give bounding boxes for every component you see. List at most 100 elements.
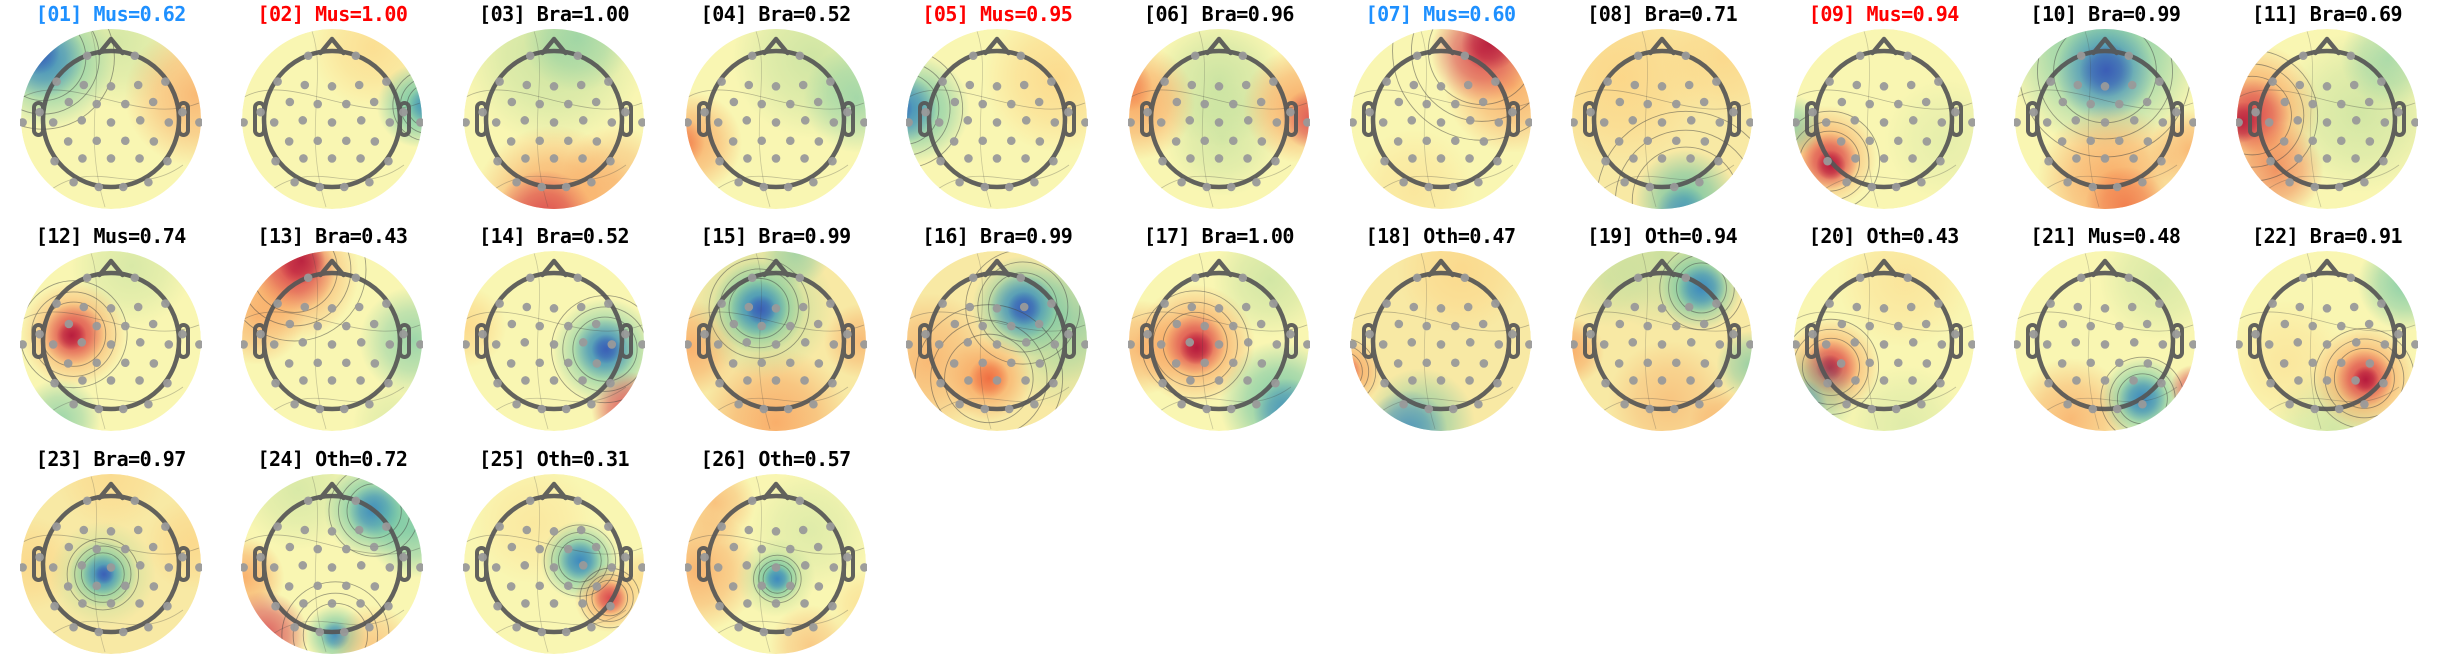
component-panel[interactable]: [13] Bra=0.43 xyxy=(222,222,444,444)
component-panel[interactable]: [24] Oth=0.72 xyxy=(222,445,444,667)
head-circle xyxy=(483,48,625,190)
component-panel[interactable]: [10] Bra=0.99 xyxy=(1995,0,2217,222)
nose xyxy=(318,259,347,278)
head-circle xyxy=(262,271,403,412)
sensor-dots xyxy=(1349,51,1532,192)
component-panel[interactable]: [23] Bra=0.97 xyxy=(0,445,222,667)
component-panel[interactable]: [11] Bra=0.69 xyxy=(2216,0,2438,222)
head-outline xyxy=(1139,259,1298,412)
sensor-dots xyxy=(1571,51,1754,192)
head-outline xyxy=(475,36,634,190)
topomap xyxy=(1127,29,1310,209)
sensor-dots xyxy=(906,51,1089,192)
component-panel[interactable]: [07] Mus=0.60 xyxy=(1330,0,1552,222)
head-circle xyxy=(2256,48,2398,190)
topomap xyxy=(241,29,424,209)
head-circle xyxy=(1591,48,1733,190)
head-circle xyxy=(1591,271,1733,412)
head-circle xyxy=(705,271,846,412)
component-title: [04] Bra=0.52 xyxy=(700,2,852,26)
topomap xyxy=(1349,251,1532,432)
topomap xyxy=(2236,251,2419,432)
component-panel[interactable]: [02] Mus=1.00 xyxy=(222,0,444,222)
component-panel[interactable]: [05] Mus=0.95 xyxy=(887,0,1109,222)
component-panel[interactable]: [09] Mus=0.94 xyxy=(1773,0,1995,222)
topomap xyxy=(1792,251,1975,432)
interpolated-field xyxy=(685,29,866,209)
head-circle xyxy=(927,271,1068,412)
topomap xyxy=(241,251,424,432)
head-outline xyxy=(1583,36,1742,190)
topomap xyxy=(684,29,867,209)
component-title: [22] Bra=0.91 xyxy=(2252,224,2403,249)
nose xyxy=(983,36,1012,56)
sensor-dots xyxy=(1792,51,1975,192)
sensor-dots xyxy=(463,496,646,636)
component-title: [02] Mus=1.00 xyxy=(257,2,408,26)
nose xyxy=(761,36,790,56)
topomap xyxy=(19,29,202,209)
head-outline xyxy=(696,259,855,412)
head-outline xyxy=(2248,36,2407,190)
sensor-dots xyxy=(684,496,867,636)
component-panel[interactable]: [21] Mus=0.48 xyxy=(1995,222,2217,444)
sensor-dots xyxy=(2014,51,2197,192)
component-panel[interactable]: [03] Bra=1.00 xyxy=(443,0,665,222)
head-circle xyxy=(1148,271,1290,412)
head-outline xyxy=(253,259,412,412)
nose xyxy=(1870,259,1898,278)
head-outline xyxy=(253,36,412,190)
topomap xyxy=(906,251,1089,432)
head-outline xyxy=(2248,259,2407,412)
sensor-dots xyxy=(19,496,202,636)
component-title: [18] Oth=0.47 xyxy=(1365,224,1517,249)
component-title: [12] Mus=0.74 xyxy=(35,224,187,249)
component-panel[interactable]: [01] Mus=0.62 xyxy=(0,0,222,222)
component-panel[interactable]: [04] Bra=0.52 xyxy=(665,0,887,222)
topomap xyxy=(906,29,1089,209)
component-panel[interactable]: [20] Oth=0.43 xyxy=(1773,222,1995,444)
nose xyxy=(2313,259,2341,278)
nose xyxy=(540,259,568,278)
component-panel[interactable]: [26] Oth=0.57 xyxy=(665,445,887,667)
component-panel[interactable]: [08] Bra=0.71 xyxy=(1551,0,1773,222)
topomap xyxy=(2236,29,2419,209)
head-circle xyxy=(2035,271,2176,412)
component-panel[interactable]: [14] Bra=0.52 xyxy=(443,222,665,444)
head-outline xyxy=(696,481,855,634)
head-circle xyxy=(1370,271,1511,412)
sensor-dots xyxy=(1349,273,1532,414)
component-panel[interactable]: [25] Oth=0.31 xyxy=(443,445,665,667)
topomap xyxy=(463,29,646,209)
component-title: [13] Bra=0.43 xyxy=(257,224,408,249)
topomap xyxy=(1792,29,1975,209)
head-circle xyxy=(705,493,846,634)
nose xyxy=(97,481,125,500)
component-panel[interactable]: [16] Bra=0.99 xyxy=(887,222,1109,444)
head-outline xyxy=(918,259,1077,412)
component-panel[interactable]: [15] Bra=0.99 xyxy=(665,222,887,444)
component-panel[interactable]: [12] Mus=0.74 xyxy=(0,222,222,444)
component-panel[interactable]: [22] Bra=0.91 xyxy=(2216,222,2438,444)
component-panel[interactable]: [19] Oth=0.94 xyxy=(1551,222,1773,444)
head-circle xyxy=(40,48,182,190)
component-panel[interactable]: [18] Oth=0.47 xyxy=(1330,222,1552,444)
sensor-dots xyxy=(684,273,867,414)
component-title: [06] Bra=0.96 xyxy=(1143,2,1295,26)
component-title: [26] Oth=0.57 xyxy=(700,446,852,471)
component-panel[interactable]: [06] Bra=0.96 xyxy=(1108,0,1330,222)
head-circle xyxy=(2035,48,2176,190)
head-circle xyxy=(1148,48,1290,190)
nose xyxy=(761,481,790,500)
component-title: [21] Mus=0.48 xyxy=(2030,224,2181,249)
nose xyxy=(983,259,1012,278)
component-title: [20] Oth=0.43 xyxy=(1808,224,1960,249)
head-circle xyxy=(1813,48,1955,190)
head-outline xyxy=(1583,259,1742,412)
head-circle xyxy=(40,493,182,634)
topomap xyxy=(19,473,202,654)
sensor-dots xyxy=(19,273,202,414)
component-title: [25] Oth=0.31 xyxy=(479,446,630,471)
head-outline xyxy=(1804,36,1963,190)
component-panel[interactable]: [17] Bra=1.00 xyxy=(1108,222,1330,444)
